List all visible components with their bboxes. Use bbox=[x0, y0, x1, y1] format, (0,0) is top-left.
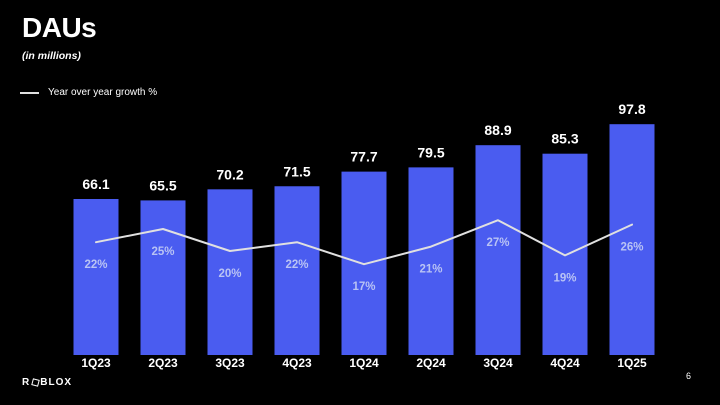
growth-pct-label: 27% bbox=[486, 237, 509, 249]
x-axis-label: 2Q24 bbox=[416, 356, 446, 370]
page-subtitle: (in millions) bbox=[22, 50, 81, 62]
legend: Year over year growth % bbox=[20, 87, 157, 98]
bar-value-label: 71.5 bbox=[283, 163, 310, 179]
x-axis-label: 1Q24 bbox=[349, 356, 379, 370]
page-title: DAUs bbox=[22, 12, 97, 43]
yoy-growth-line bbox=[95, 219, 633, 266]
growth-pct-label: 20% bbox=[218, 268, 241, 280]
bar-value-label: 65.5 bbox=[149, 177, 176, 193]
x-axis-label: 1Q25 bbox=[617, 356, 647, 370]
x-axis-label: 4Q24 bbox=[550, 356, 580, 370]
roblox-o-icon bbox=[30, 378, 40, 387]
bar-2q24 bbox=[408, 167, 454, 355]
growth-pct-label: 19% bbox=[553, 272, 576, 284]
bar-1q23 bbox=[73, 199, 119, 355]
x-axis-label: 4Q23 bbox=[282, 356, 312, 370]
x-axis-label: 2Q23 bbox=[148, 356, 178, 370]
bar-value-label: 70.2 bbox=[216, 166, 243, 182]
logo-prefix: R bbox=[22, 377, 31, 388]
bar-value-label: 79.5 bbox=[417, 144, 444, 160]
x-axis-label: 1Q23 bbox=[81, 356, 111, 370]
page-number: 6 bbox=[685, 371, 691, 381]
yoy-line-icon bbox=[20, 91, 39, 94]
growth-pct-label: 22% bbox=[285, 259, 308, 271]
roblox-logo: R BLOX bbox=[22, 377, 72, 388]
growth-pct-label: 26% bbox=[620, 242, 643, 254]
legend-label: Year over year growth % bbox=[48, 87, 158, 98]
bar-3q23 bbox=[207, 189, 253, 355]
bar-value-label: 77.7 bbox=[350, 149, 377, 165]
bar-3q24 bbox=[475, 145, 521, 355]
bar-value-label: 88.9 bbox=[484, 122, 511, 138]
bar-4q23 bbox=[274, 186, 320, 355]
x-axis-label: 3Q24 bbox=[483, 356, 513, 370]
growth-pct-label: 21% bbox=[419, 264, 442, 276]
growth-pct-label: 25% bbox=[151, 246, 174, 258]
logo-suffix: BLOX bbox=[40, 377, 73, 388]
bar-value-label: 97.8 bbox=[618, 101, 645, 117]
growth-pct-label: 22% bbox=[84, 259, 107, 271]
x-axis-label: 3Q23 bbox=[215, 356, 245, 370]
bar-value-label: 66.1 bbox=[82, 176, 109, 192]
bar-2q23 bbox=[140, 200, 186, 355]
bar-1q25 bbox=[609, 124, 655, 355]
growth-pct-label: 17% bbox=[352, 281, 375, 293]
bar-value-label: 85.3 bbox=[551, 131, 578, 147]
